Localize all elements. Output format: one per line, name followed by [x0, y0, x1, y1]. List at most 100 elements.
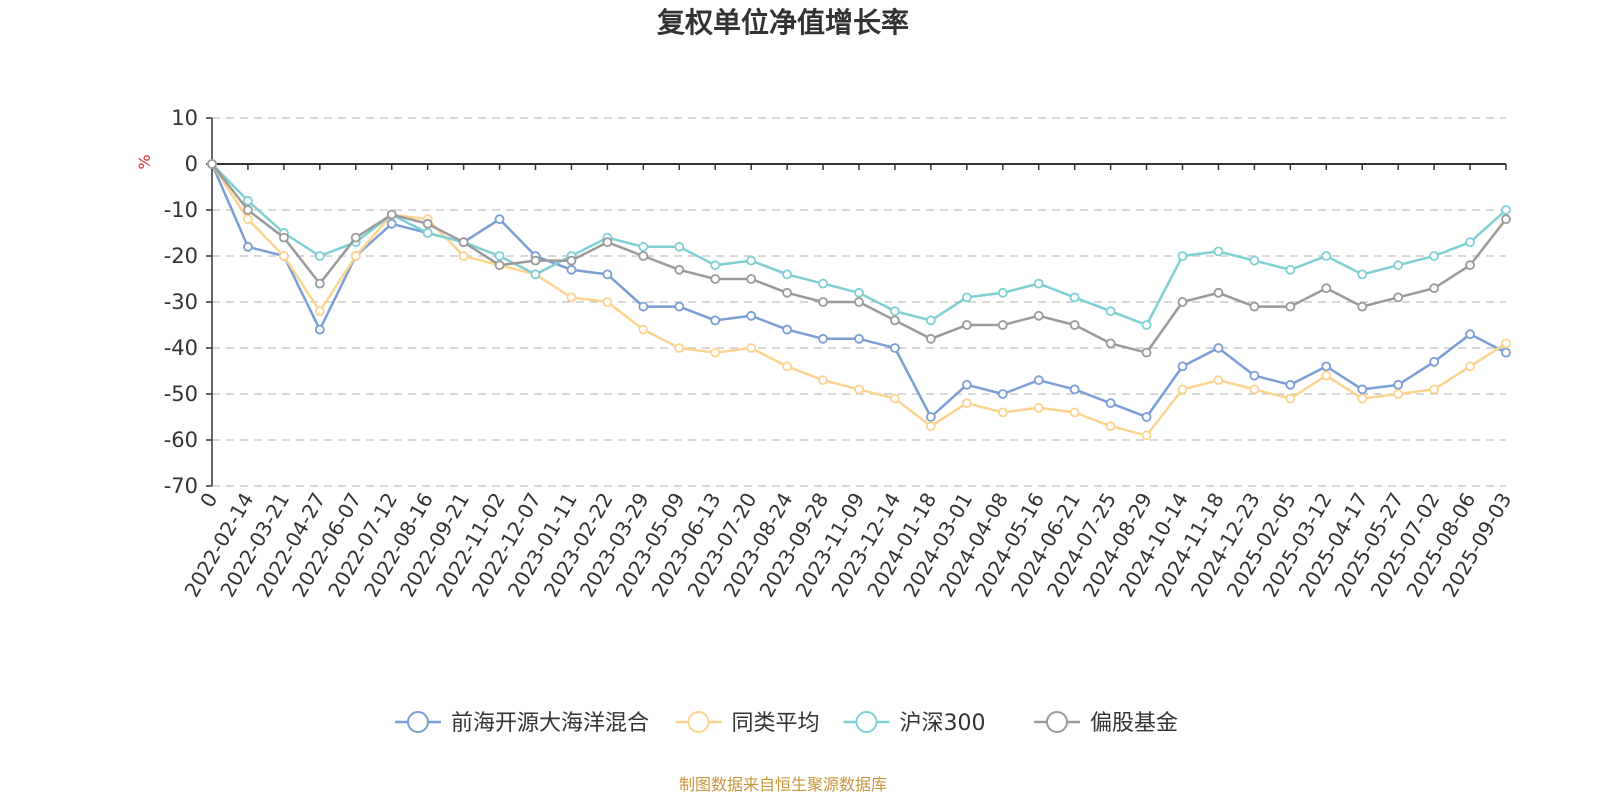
data-point[interactable]: [1213, 375, 1224, 386]
data-point[interactable]: [961, 398, 972, 409]
data-point[interactable]: [710, 347, 721, 358]
data-point[interactable]: [710, 315, 721, 326]
legend-item[interactable]: 偏股基金: [1034, 711, 1178, 736]
data-point[interactable]: [1249, 301, 1260, 312]
data-point[interactable]: [1321, 283, 1332, 294]
data-point[interactable]: [1105, 421, 1116, 432]
data-point[interactable]: [854, 297, 864, 307]
data-point[interactable]: [997, 389, 1008, 399]
data-point[interactable]: [1321, 361, 1332, 372]
data-point[interactable]: [1033, 278, 1044, 289]
data-point[interactable]: [602, 297, 613, 307]
data-point[interactable]: [746, 274, 757, 284]
data-point[interactable]: [638, 251, 649, 261]
data-point[interactable]: [1429, 384, 1440, 395]
data-point[interactable]: [674, 241, 685, 252]
data-point[interactable]: [890, 315, 900, 326]
data-point[interactable]: [890, 393, 900, 404]
data-point[interactable]: [1141, 320, 1152, 330]
data-point[interactable]: [818, 333, 828, 344]
data-point[interactable]: [494, 251, 505, 261]
legend-item[interactable]: 同类平均: [675, 711, 820, 736]
data-point[interactable]: [997, 287, 1008, 298]
data-point[interactable]: [1393, 389, 1404, 399]
data-point[interactable]: [1105, 398, 1116, 409]
data-point[interactable]: [1141, 430, 1152, 441]
data-point[interactable]: [1249, 255, 1260, 266]
data-point[interactable]: [1357, 269, 1368, 280]
data-point[interactable]: [566, 255, 577, 266]
data-point[interactable]: [350, 232, 361, 243]
data-point[interactable]: [422, 218, 433, 229]
data-point[interactable]: [1321, 251, 1332, 261]
data-point[interactable]: [1213, 343, 1224, 353]
data-point[interactable]: [458, 237, 469, 248]
legend[interactable]: 前海开源大海洋混合 同类平均 沪深300 偏股基金: [395, 711, 1178, 736]
data-point[interactable]: [350, 251, 361, 261]
data-point[interactable]: [854, 384, 864, 395]
data-point[interactable]: [1069, 407, 1080, 418]
data-point[interactable]: [422, 228, 433, 238]
data-point[interactable]: [243, 195, 253, 206]
data-point[interactable]: [925, 333, 936, 344]
data-point[interactable]: [1285, 264, 1296, 275]
data-point[interactable]: [1501, 214, 1511, 225]
data-point[interactable]: [710, 260, 721, 271]
data-point[interactable]: [386, 218, 397, 229]
legend-item[interactable]: 前海开源大海洋混合: [395, 711, 649, 736]
data-point[interactable]: [566, 264, 577, 275]
data-point[interactable]: [710, 274, 721, 284]
data-point[interactable]: [1393, 292, 1404, 303]
data-point[interactable]: [1357, 384, 1368, 395]
data-point[interactable]: [1213, 287, 1224, 298]
data-point[interactable]: [314, 324, 325, 335]
data-point[interactable]: [1177, 297, 1188, 307]
data-point[interactable]: [243, 214, 253, 225]
data-point[interactable]: [314, 278, 325, 289]
data-point[interactable]: [530, 269, 541, 280]
data-point[interactable]: [674, 264, 685, 275]
data-point[interactable]: [925, 315, 936, 326]
data-point[interactable]: [1501, 338, 1511, 349]
data-point[interactable]: [997, 407, 1008, 418]
data-point[interactable]: [1501, 205, 1511, 215]
data-point[interactable]: [961, 292, 972, 303]
data-point[interactable]: [1033, 310, 1044, 321]
data-point[interactable]: [1249, 370, 1260, 381]
data-point[interactable]: [746, 343, 757, 353]
data-point[interactable]: [674, 301, 685, 312]
data-point[interactable]: [890, 306, 900, 317]
data-point[interactable]: [1465, 329, 1475, 340]
data-point[interactable]: [1105, 338, 1116, 349]
data-point[interactable]: [1069, 320, 1080, 330]
data-point[interactable]: [1429, 283, 1440, 294]
data-point[interactable]: [1465, 260, 1475, 271]
data-point[interactable]: [1069, 292, 1080, 303]
data-point[interactable]: [961, 379, 972, 390]
data-point[interactable]: [1465, 361, 1475, 372]
data-point[interactable]: [925, 421, 936, 432]
data-point[interactable]: [1393, 379, 1404, 390]
data-point[interactable]: [674, 343, 685, 353]
data-point[interactable]: [1105, 306, 1116, 317]
data-point[interactable]: [890, 343, 900, 353]
data-point[interactable]: [314, 306, 325, 317]
data-point[interactable]: [243, 205, 253, 215]
data-point[interactable]: [638, 301, 649, 312]
data-point[interactable]: [386, 209, 397, 220]
data-point[interactable]: [494, 214, 505, 225]
data-point[interactable]: [1285, 379, 1296, 390]
data-point[interactable]: [638, 324, 649, 335]
data-point[interactable]: [1177, 361, 1188, 372]
data-point[interactable]: [278, 232, 289, 243]
data-point[interactable]: [278, 251, 289, 261]
data-point[interactable]: [1429, 251, 1440, 261]
data-point[interactable]: [1357, 393, 1368, 404]
data-point[interactable]: [1249, 384, 1260, 395]
data-point[interactable]: [997, 320, 1008, 330]
data-point[interactable]: [961, 320, 972, 330]
data-point[interactable]: [314, 251, 325, 261]
data-point[interactable]: [1357, 301, 1368, 312]
data-point[interactable]: [1177, 384, 1188, 395]
data-point[interactable]: [1321, 370, 1332, 381]
